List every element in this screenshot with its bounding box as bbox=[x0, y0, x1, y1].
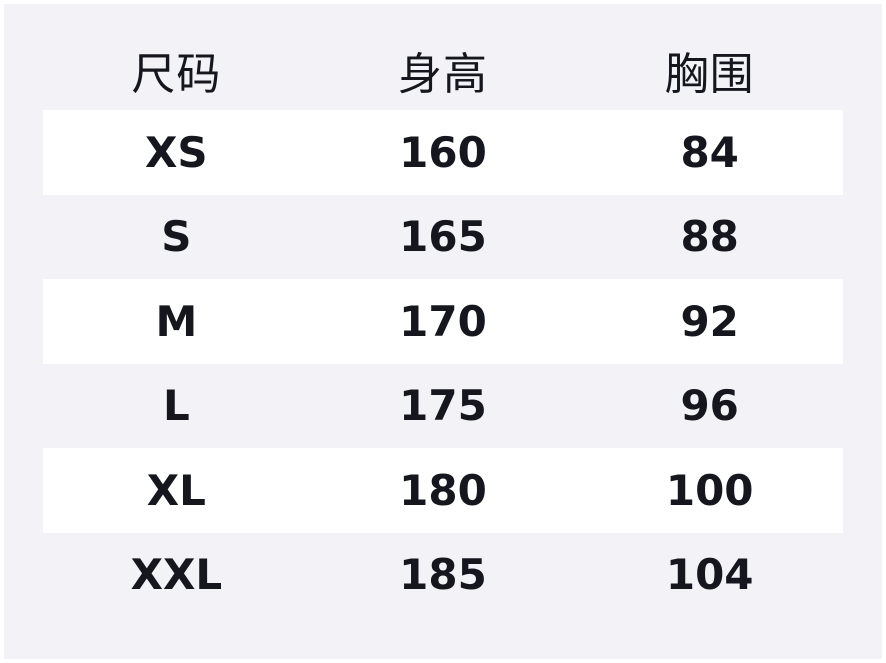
cell-height: 160 bbox=[399, 127, 487, 177]
cell-height: 180 bbox=[399, 465, 487, 515]
table-row: XS 160 84 bbox=[43, 110, 843, 195]
cell-height: 170 bbox=[399, 296, 487, 346]
table-row: M 170 92 bbox=[43, 279, 843, 364]
cell-chest: 84 bbox=[680, 127, 739, 177]
cell-size: XS bbox=[145, 127, 208, 177]
cell-height: 185 bbox=[399, 550, 487, 600]
cell-chest: 92 bbox=[680, 296, 739, 346]
cell-size: M bbox=[155, 296, 198, 346]
header-height: 身高 bbox=[398, 49, 488, 100]
size-chart-table: XS 160 84 S 165 88 M 170 92 L 175 96 XL … bbox=[43, 110, 843, 617]
cell-size: S bbox=[161, 212, 192, 262]
table-row: XXL 185 104 bbox=[43, 533, 843, 618]
cell-size: L bbox=[162, 381, 190, 431]
table-row: S 165 88 bbox=[43, 195, 843, 280]
cell-height: 165 bbox=[399, 212, 487, 262]
cell-chest: 104 bbox=[665, 550, 754, 600]
cell-size: XXL bbox=[130, 550, 223, 600]
header-size: 尺码 bbox=[131, 49, 222, 100]
cell-height: 175 bbox=[399, 381, 487, 431]
cell-size: XL bbox=[146, 465, 206, 515]
cell-chest: 96 bbox=[680, 381, 739, 431]
cell-chest: 100 bbox=[665, 465, 754, 515]
cell-chest: 88 bbox=[680, 212, 739, 262]
table-row: XL 180 100 bbox=[43, 448, 843, 533]
table-row: L 175 96 bbox=[43, 364, 843, 449]
table-header-row: 尺码 身高 胸围 bbox=[43, 30, 843, 110]
header-chest: 胸围 bbox=[664, 49, 755, 100]
